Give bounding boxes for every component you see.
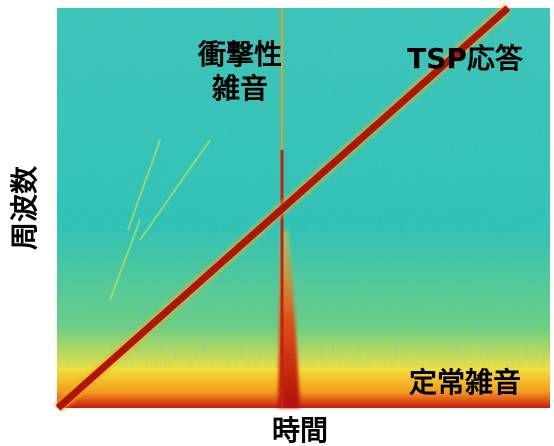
x-axis-label: 時間: [272, 414, 328, 446]
annotation: 雑音: [211, 72, 268, 105]
annotation: 衝撃性: [197, 38, 282, 71]
y-axis-label: 周波数: [8, 165, 41, 250]
annotation: TSP応答: [407, 42, 524, 75]
chart: 時間 周波数 衝撃性雑音 TSP応答定常雑音: [0, 0, 554, 446]
annotation: 定常雑音: [409, 366, 521, 399]
